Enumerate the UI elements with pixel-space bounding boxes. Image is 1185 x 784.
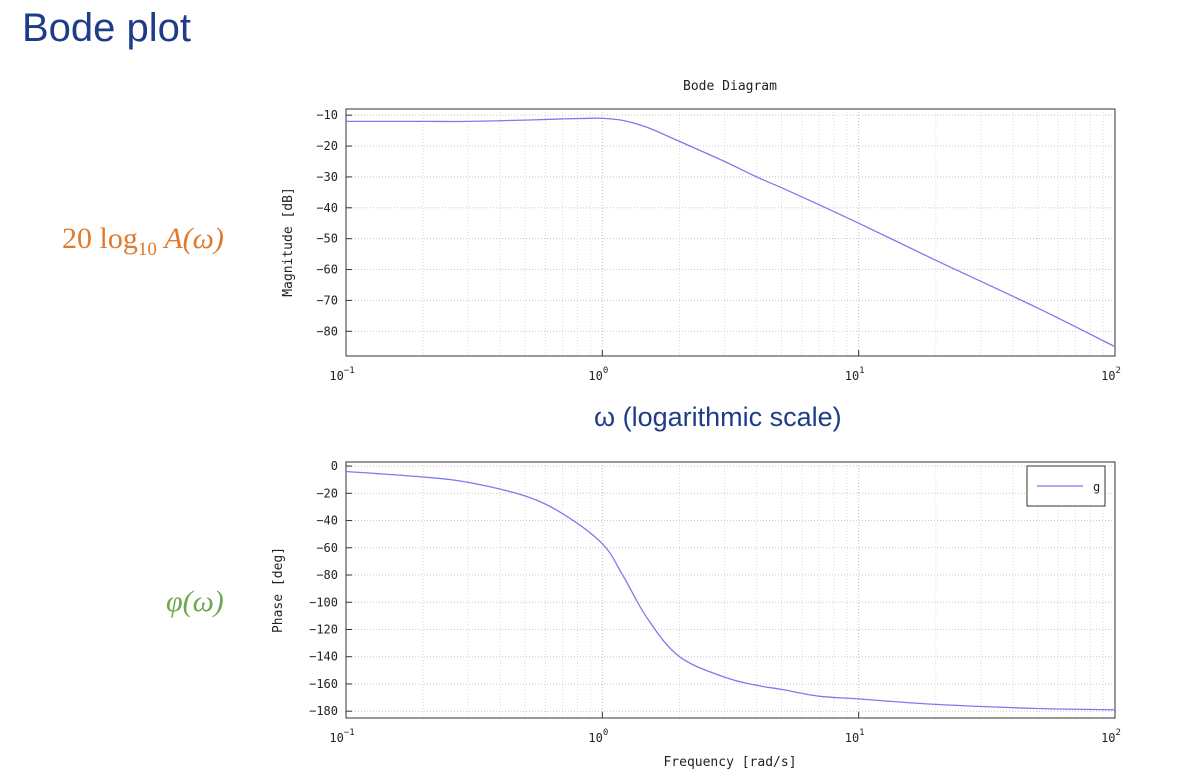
magnitude-plot-area	[346, 109, 1115, 356]
phase-ytick-label: −80	[316, 568, 338, 582]
phase-ytick-label: −180	[309, 704, 338, 718]
magnitude-ytick-label: −10	[316, 108, 338, 122]
magnitude-frame	[345, 108, 1116, 357]
phase-xtick-label: 100	[588, 728, 608, 745]
magnitude-axis-annotation: 20 log10 A(ω)	[62, 222, 224, 261]
phase-xlabel: Frequency [rad/s]	[663, 755, 796, 770]
phase-ytick-label: −160	[309, 677, 338, 691]
magnitude-annotation-subscript: 10	[137, 239, 157, 260]
magnitude-series-line	[345, 117, 1116, 348]
magnitude-ytick-label: −30	[316, 170, 338, 184]
magnitude-ytick-label: −70	[316, 293, 338, 307]
slide-title: Bode plot	[22, 6, 192, 50]
magnitude-xtick-label: 100	[588, 366, 608, 383]
phase-frame	[345, 461, 1116, 719]
phase-axis-annotation: φ(ω)	[166, 585, 224, 618]
phase-panel: 0 −20 −40 −60 −80 −100 −120 −140 −160 −180 10−1 100…	[309, 459, 1121, 745]
phase-ytick-label: −140	[309, 650, 338, 664]
magnitude-ylabel: Magnitude [dB]	[281, 187, 296, 297]
magnitude-annotation-tail: A(ω)	[164, 222, 224, 255]
magnitude-xtick-label: 102	[1101, 366, 1121, 383]
phase-xtick-label: 101	[845, 728, 865, 745]
phase-legend-label: g	[1093, 480, 1100, 494]
magnitude-panel: −10 −20 −30 −40 −50 −60 −70 −80 10−1 100 101 102	[316, 108, 1121, 383]
phase-ylabel: Phase [deg]	[271, 547, 286, 633]
phase-ytick-label: −100	[309, 595, 338, 609]
magnitude-ytick-label: −20	[316, 139, 338, 153]
magnitude-annotation-main: 20 log	[62, 222, 138, 255]
phase-xtick-label: 102	[1101, 728, 1121, 745]
magnitude-xtick-label: 101	[845, 366, 865, 383]
omega-axis-annotation: ω (logarithmic scale)	[594, 402, 842, 432]
phase-xtick-label: 10−1	[329, 728, 354, 745]
phase-ytick-label: −60	[316, 541, 338, 555]
magnitude-ytick-label: −80	[316, 324, 338, 338]
phase-ytick-label: −40	[316, 514, 338, 528]
magnitude-ytick-label: −60	[316, 263, 338, 277]
phase-ytick-label: −120	[309, 622, 338, 636]
magnitude-ytick-label: −50	[316, 232, 338, 246]
chart-title: Bode Diagram	[683, 79, 777, 94]
magnitude-xtick-label: 10−1	[329, 366, 354, 383]
magnitude-ytick-label: −40	[316, 201, 338, 215]
phase-plot-area	[346, 462, 1115, 718]
phase-ytick-label: 0	[331, 459, 338, 473]
phase-ytick-label: −20	[316, 486, 338, 500]
phase-series-line	[345, 470, 1116, 711]
